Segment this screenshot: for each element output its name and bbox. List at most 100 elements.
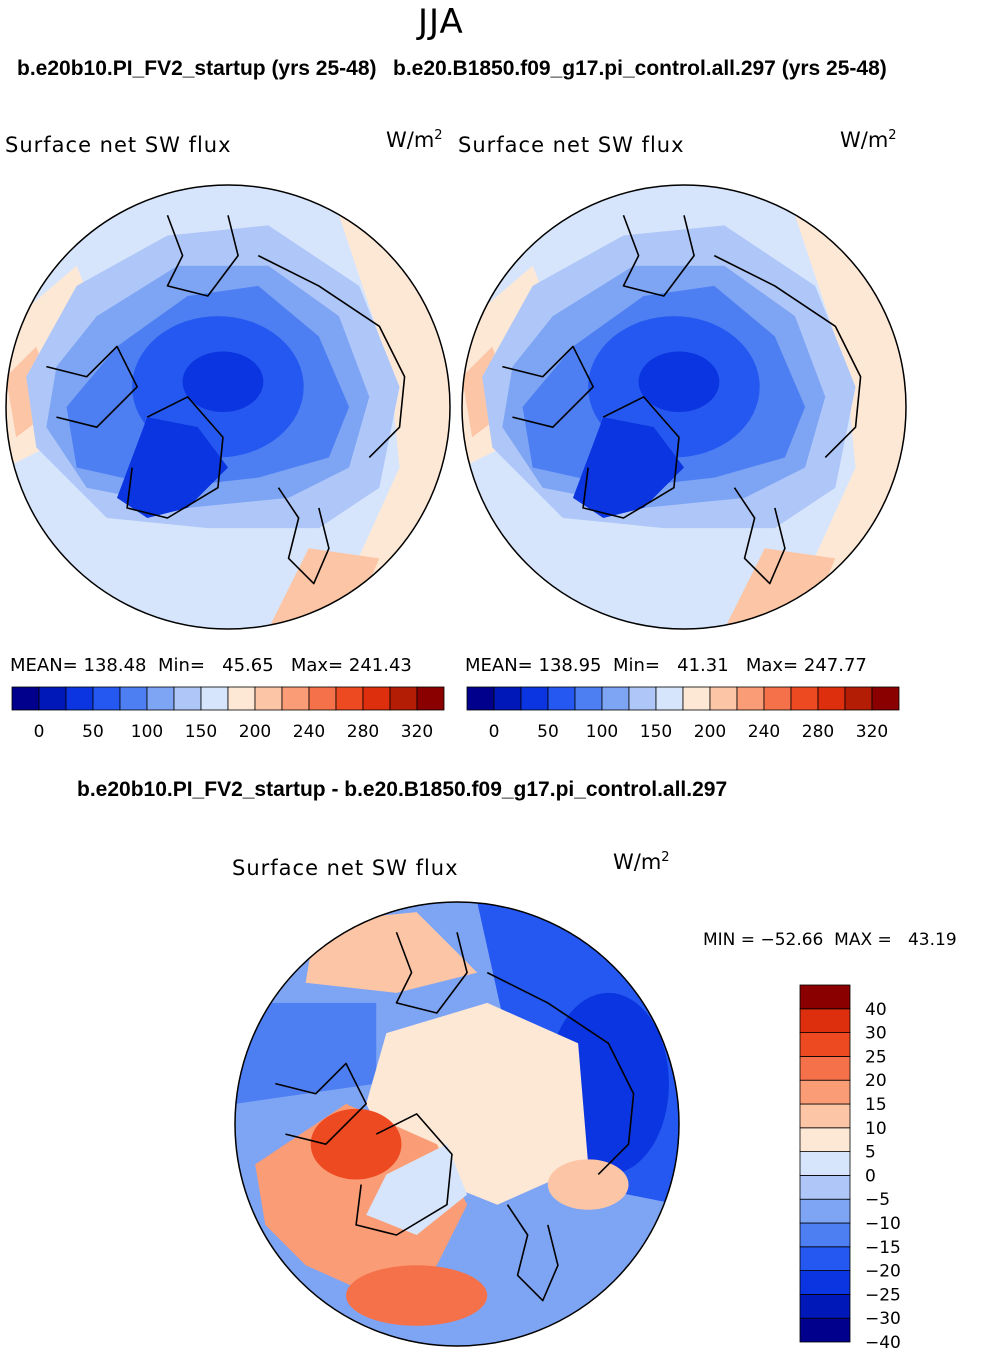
panel3-colorbar-box-4 — [799, 1246, 851, 1272]
panel3-run-title: b.e20b10.PI_FV2_startup - b.e20.B1850.f0… — [77, 778, 728, 801]
panel1-colorbar-box-10 — [254, 686, 283, 711]
panel2-field-core — [638, 351, 720, 413]
panel3-colorbar-label-4: 20 — [865, 1071, 887, 1091]
panel1-colorbar-box-2 — [38, 686, 67, 711]
panel3-colorbar-box-6 — [799, 1198, 851, 1224]
panel3-colorbar-label-10: −10 — [865, 1214, 901, 1234]
panel1-colorbar-tick-3: 100 — [131, 722, 163, 742]
panel1-units: W/m2 — [386, 128, 443, 152]
panel1-colorbar-box-15 — [389, 686, 418, 711]
panel2-colorbar-box-14 — [817, 686, 846, 711]
panel1-colorbar-box-7 — [173, 686, 202, 711]
panel1-colorbar-box-12 — [308, 686, 337, 711]
panel1-coastline-2 — [257, 254, 406, 459]
panel3-colorbar: 40 30 25 20 15 10 5 0 −5 −10 −15 −20 −25 −30 −40 — [799, 984, 901, 1353]
panel3-colorbar-box-2 — [799, 1294, 851, 1319]
panel3-field-warm-sw — [255, 1103, 468, 1306]
panel1-field-core — [182, 351, 264, 413]
panel2-colorbar-tick-1: 0 — [489, 722, 500, 742]
panel3-map — [234, 901, 680, 1347]
panel3-colorbar-box-15 — [799, 984, 851, 1010]
panel3-colorbar-label-14: −30 — [865, 1309, 901, 1329]
panel2-colorbar-box-2 — [493, 686, 522, 711]
page-title: JJA — [418, 2, 464, 42]
panel3-coastline-5 — [506, 1204, 559, 1302]
panel2-colorbar-tick-7: 280 — [802, 722, 834, 742]
panel3-colorbar-box-13 — [799, 1032, 851, 1057]
panel3-colorbar-box-11 — [799, 1079, 851, 1105]
panel3-colorbar-box-3 — [799, 1270, 851, 1295]
panel3-colorbar-box-7 — [799, 1175, 851, 1200]
panel3-coastline-4 — [355, 1113, 453, 1236]
panel2-colorbar-box-7 — [628, 686, 657, 711]
panel2-colorbar-box-1 — [466, 686, 495, 711]
panel2-colorbar-tick-6: 240 — [748, 722, 780, 742]
panel3-colorbar-label-5: 15 — [865, 1095, 887, 1115]
panel1-coastline-5 — [277, 487, 330, 585]
panel2-colorbar-box-16 — [871, 686, 900, 711]
panel3-colorbar-box-10 — [799, 1103, 851, 1129]
panel2-colorbar-tick-3: 100 — [586, 722, 618, 742]
panel1-colorbar-box-14 — [362, 686, 391, 711]
panel3-units: W/m2 — [613, 850, 670, 874]
panel3-field-warm-east-patch — [547, 1159, 629, 1210]
panel2-colorbar-box-10 — [709, 686, 738, 711]
panel3-field-pale-greenland — [366, 1144, 468, 1235]
panel1-coastline-4 — [126, 396, 224, 519]
panel2-field-greenland — [573, 417, 684, 518]
panel1-coastline-3 — [46, 345, 138, 428]
panel2-colorbar-box-9 — [682, 686, 711, 711]
panel3-colorbar-box-5 — [799, 1222, 851, 1248]
panel1-colorbar-box-1 — [11, 686, 40, 711]
panel1-colorbar-tick-8: 320 — [401, 722, 433, 742]
panel1-colorbar: 0 50 100 150 200 240 280 320 — [11, 686, 445, 742]
panel2-coastline-5 — [733, 487, 786, 585]
panel2-colorbar: 0 50 100 150 200 240 280 320 — [466, 686, 900, 742]
panel2-coastline-3 — [502, 345, 594, 428]
panel3-field-warm-north — [305, 912, 478, 993]
panel1-field-greenland — [117, 417, 228, 518]
panel3-field-hot-canada — [310, 1108, 402, 1180]
panel2-colorbar-tick-8: 320 — [856, 722, 888, 742]
panel2-colorbar-box-4 — [547, 686, 576, 711]
panel1-run-title: b.e20b10.PI_FV2_startup (yrs 25-48) — [17, 57, 377, 80]
panel1-colorbar-tick-4: 150 — [185, 722, 217, 742]
panel3-colorbar-label-1: 40 — [865, 1000, 887, 1020]
panel2-colorbar-box-5 — [574, 686, 603, 711]
panel3-colorbar-label-15: −40 — [865, 1333, 901, 1353]
panel3-colorbar-label-8: 0 — [865, 1166, 876, 1186]
panel2-map — [461, 184, 907, 630]
panel3-colorbar-label-12: −20 — [865, 1262, 901, 1282]
panel2-colorbar-box-6 — [601, 686, 630, 711]
panel3-colorbar-label-2: 30 — [865, 1024, 887, 1044]
panel3-colorbar-box-14 — [799, 1008, 851, 1033]
panel2-colorbar-tick-5: 200 — [694, 722, 726, 742]
panel2-colorbar-box-11 — [736, 686, 765, 711]
panel2-units: W/m2 — [840, 128, 897, 152]
panel2-stats: MEAN= 138.95 Min= 41.31 Max= 247.77 — [465, 655, 867, 676]
panel3-field-blue-west — [235, 1002, 377, 1104]
panel3-coastline-3 — [275, 1062, 367, 1145]
panel1-map — [5, 184, 451, 630]
panel3-colorbar-box-1 — [799, 1317, 851, 1343]
panel1-colorbar-tick-2: 50 — [82, 722, 104, 742]
panel2-map-border — [461, 184, 907, 630]
panel1-colorbar-box-16 — [416, 686, 445, 711]
panel2-colorbar-box-3 — [520, 686, 549, 711]
panel2-colorbar-box-15 — [844, 686, 873, 711]
panel3-coastline-2 — [486, 971, 635, 1176]
panel2-colorbar-box-8 — [655, 686, 684, 711]
panel1-colorbar-box-3 — [65, 686, 94, 711]
panel3-colorbar-box-12 — [799, 1056, 851, 1081]
panel1-variable-label: Surface net SW flux — [5, 133, 232, 157]
panel3-minmax: MIN = −52.66 MAX = 43.19 — [703, 930, 957, 950]
panel1-colorbar-box-8 — [200, 686, 229, 711]
panel1-colorbar-tick-6: 240 — [293, 722, 325, 742]
panel2-coastline-2 — [713, 254, 862, 459]
panel1-colorbar-box-13 — [335, 686, 364, 711]
panel2-colorbar-box-12 — [763, 686, 792, 711]
panel1-colorbar-box-6 — [146, 686, 175, 711]
panel3-field-hot-south — [346, 1265, 488, 1326]
panel1-coastline-1 — [166, 214, 239, 297]
